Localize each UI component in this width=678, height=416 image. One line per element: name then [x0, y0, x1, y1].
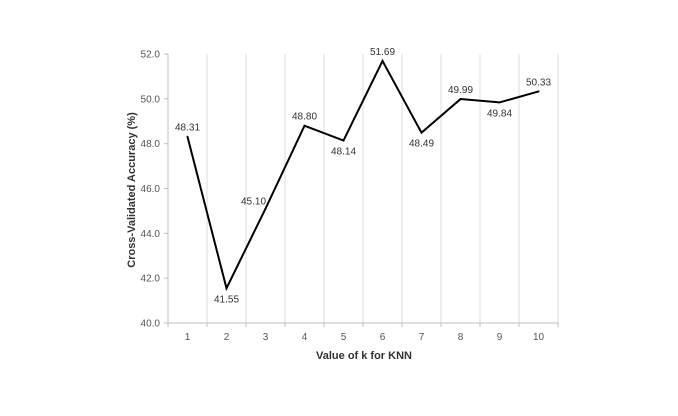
data-point: [459, 98, 462, 101]
data-label: 48.31: [175, 123, 200, 134]
data-label: 48.80: [292, 112, 317, 123]
series-layer: [186, 58, 540, 292]
y-tick-label: 46.0: [141, 184, 161, 195]
data-point: [303, 124, 306, 127]
data-label: 41.55: [214, 294, 239, 305]
data-label: 51.69: [370, 47, 395, 58]
data-label: 48.49: [409, 139, 434, 150]
axes: [164, 53, 559, 327]
x-tick-labels: 1 2 3 4 5 6 7 8 9 10: [185, 332, 545, 343]
y-tick-label: 50.0: [141, 94, 161, 105]
x-tick-label: 8: [458, 332, 464, 343]
data-point: [420, 131, 423, 134]
y-axis-title: Cross-Validated Accuracy (%): [126, 112, 138, 268]
data-point: [381, 59, 384, 62]
data-point: [342, 139, 345, 142]
data-label: 45.10: [241, 197, 266, 208]
x-tick-label: 6: [380, 332, 386, 343]
x-axis-title: Value of k for KNN: [316, 350, 412, 362]
x-tick-label: 3: [263, 332, 269, 343]
y-tick-label: 40.0: [141, 319, 161, 330]
x-tick-label: 1: [185, 332, 191, 343]
y-tick-label: 52.0: [141, 50, 161, 61]
x-tick-label: 4: [302, 332, 308, 343]
data-point: [498, 101, 501, 104]
x-tick-label: 9: [497, 332, 503, 343]
x-tick-label: 2: [224, 332, 230, 343]
data-point: [537, 90, 540, 93]
data-label: 48.14: [331, 147, 356, 158]
y-tick-labels: 40.0 42.0 44.0 46.0 48.0 50.0 52.0: [141, 50, 161, 330]
grid-lines: [167, 54, 559, 323]
y-tick-label: 44.0: [141, 229, 161, 240]
data-label: 49.84: [487, 108, 512, 119]
y-tick-label: 42.0: [141, 274, 161, 285]
series-line: [186, 58, 539, 292]
y-tick-label: 48.0: [141, 139, 161, 150]
x-tick-label: 5: [341, 332, 347, 343]
data-point: [186, 135, 189, 138]
data-point: [225, 287, 228, 290]
data-label: 49.99: [448, 85, 473, 96]
data-point: [264, 207, 267, 210]
x-tick-label: 7: [419, 332, 425, 343]
x-tick-label: 10: [533, 332, 545, 343]
data-labels: 48.31 41.55 45.10 48.80 48.14 51.69 48.49 49.99…: [175, 47, 551, 305]
data-label: 50.33: [526, 77, 551, 88]
